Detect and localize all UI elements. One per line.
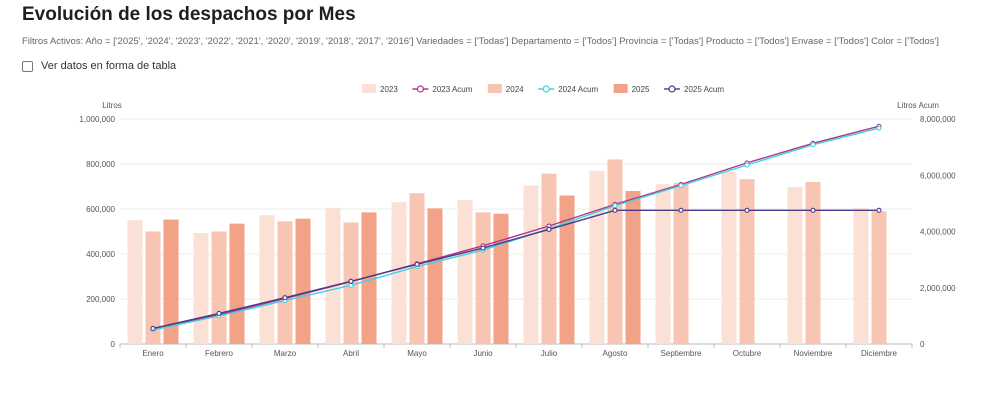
x-tick-label: Marzo [274,349,297,358]
x-tick-label: Agosto [603,349,628,358]
bar-2025 [295,218,311,344]
x-tick-label: Febrero [205,349,234,358]
bar-2024 [805,182,821,344]
point-2025-Acum [150,325,156,331]
legend-label: 2024 Acum [558,85,598,94]
page-title: Evolución de los despachos por Mes [22,4,356,25]
bar-2025 [229,223,245,344]
bar-2024 [277,221,293,344]
x-tick-label: Diciembre [861,349,898,358]
bar-2024 [739,179,755,344]
bar-2025 [559,195,575,344]
legend-marker-2023-Acum [416,85,424,93]
bar-2023 [127,220,143,344]
bar-2025 [361,212,377,344]
line-2025-Acum [152,209,879,330]
y-tick-label: 400,000 [86,250,115,259]
y-tick-label: 1,000,000 [79,115,115,124]
y2-tick-label: 0 [920,340,925,349]
y-tick-label: 0 [111,340,116,349]
legend-marker-2024-Acum [542,85,550,93]
bar-2023 [853,207,869,344]
y-tick-label: 600,000 [86,205,115,214]
bar-2025 [493,213,509,344]
legend-label: 2025 [632,85,650,94]
point-2025-Acum [480,245,486,251]
legend-swatch-2024 [487,84,502,93]
x-tick-label: Junio [473,349,493,358]
point-2025-Acum [546,226,552,233]
bar-2024 [673,183,689,344]
bar-2024 [211,231,227,344]
bar-2023 [259,215,275,344]
view-as-table-label: Ver datos en forma de tabla [41,60,177,72]
x-tick-label: Abril [343,349,359,358]
y2-tick-label: 6,000,000 [920,171,956,180]
bar-2025 [625,191,641,344]
bar-2024 [475,212,491,344]
legend-label: 2024 [506,85,524,94]
legend-swatch-2025 [613,84,628,93]
bar-2023 [655,184,671,344]
point-2025-Acum [678,207,684,213]
y2-axis-title: Litros Acum [897,101,939,110]
point-2025-Acum [282,295,288,301]
bar-2024 [871,211,887,344]
x-tick-label: Noviembre [794,349,833,358]
bar-2023 [391,202,407,344]
point-2024-Acum [876,125,882,131]
y2-tick-label: 4,000,000 [920,228,956,237]
point-2024-Acum [744,162,750,168]
active-filters-text: Filtros Activos: Año = ['2025', '2024', … [22,36,939,47]
bar-2023 [325,207,341,344]
bar-2025 [427,208,443,344]
bar-2023 [721,171,737,344]
bar-2023 [523,185,539,344]
point-2025-Acum [810,207,816,213]
point-2025-Acum [876,207,882,213]
point-2025-Acum [612,207,618,213]
x-tick-label: Mayo [407,349,427,358]
point-2024-Acum [348,282,354,288]
point-2025-Acum [414,261,420,267]
y-tick-label: 200,000 [86,295,115,304]
point-2024-Acum [810,142,816,148]
x-tick-label: Octubre [733,349,762,358]
x-tick-label: Julio [541,349,558,358]
y2-tick-label: 8,000,000 [920,115,956,124]
bar-2023 [193,233,209,344]
bar-2023 [457,200,473,344]
view-as-table-toggle[interactable]: Ver datos en forma de tabla [22,60,176,72]
legend-label: 2023 [380,85,398,94]
y-axis-title: Litros [102,101,122,110]
legend-marker-2025-Acum [668,85,676,93]
bar-2023 [787,187,803,344]
bar-2024 [541,173,557,344]
point-2024-Acum [678,183,684,189]
point-2025-Acum [348,278,354,284]
bar-2024 [145,231,161,344]
x-tick-label: Enero [142,349,164,358]
point-2025-Acum [216,310,222,316]
legend-label: 2025 Acum [684,85,724,94]
bar-2023 [589,170,605,344]
line-2023-Acum [152,125,880,330]
legend-swatch-2023 [362,84,376,93]
bar-2024 [607,159,623,344]
bar-2025 [163,219,179,344]
point-2025-Acum [744,207,750,213]
y-tick-label: 800,000 [86,160,115,169]
y2-tick-label: 2,000,000 [920,284,956,293]
x-tick-label: Septiembre [661,349,702,358]
view-as-table-checkbox[interactable] [22,60,33,72]
point-2024-Acum [612,203,618,209]
legend-label: 2023 Acum [432,85,472,94]
